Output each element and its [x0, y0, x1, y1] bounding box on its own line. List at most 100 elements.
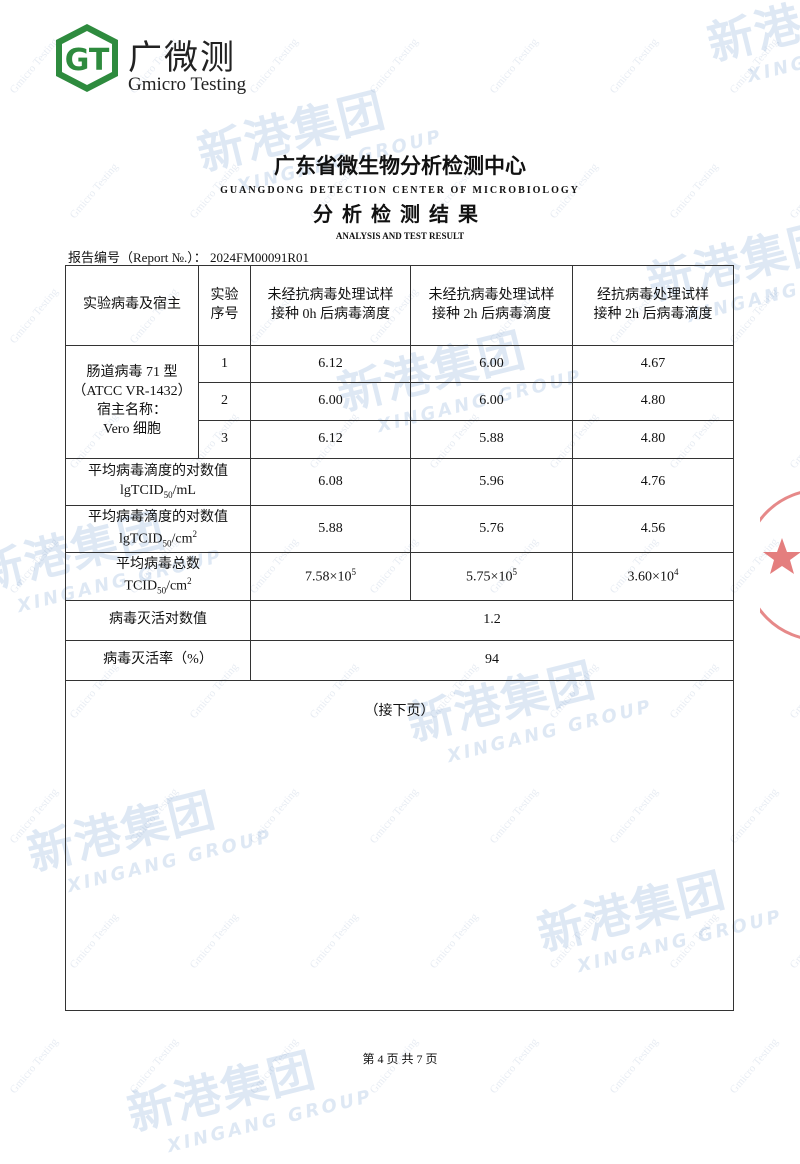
- cell: 6.00: [410, 382, 573, 421]
- logo-name: 广微测: [128, 38, 236, 78]
- unit-sub: 50: [163, 489, 173, 500]
- result-table: 实验病毒及宿主 实验 序号 未经抗病毒处理试样 接种 0h 后病毒滴度 未经抗病毒处理试样…: [65, 265, 734, 1011]
- watermark-brand: Gmicro Testing: [727, 35, 781, 97]
- continued-row: （接下页）: [65, 680, 734, 1011]
- cell: 7.58×105: [250, 552, 411, 601]
- cell: 5.75×105: [410, 552, 573, 601]
- cell: 5.96: [410, 458, 573, 506]
- watermark-brand: Gmicro Testing: [367, 35, 421, 97]
- inactivation-rate-row: 病毒灭活率（%） 94: [65, 640, 734, 681]
- unit-sub: 50: [162, 538, 172, 549]
- virus-line: 宿主名称：: [97, 403, 167, 418]
- mantissa: 7.58×10: [305, 569, 352, 585]
- header-line: 未经抗病毒处理试样: [267, 287, 394, 303]
- seal: [760, 491, 800, 639]
- watermark-brand: Gmicro Testing: [787, 911, 800, 972]
- header-line: 实验: [210, 287, 239, 303]
- watermark-brand: Gmicro Testing: [7, 285, 61, 347]
- cell: 6.12: [250, 420, 411, 459]
- cell: 94: [250, 640, 734, 681]
- exponent: 5: [512, 566, 517, 577]
- mean-ml-row: 平均病毒滴度的对数值 lgTCID50/mL 6.08 5.96 4.76: [65, 458, 734, 506]
- header-cell: 未经抗病毒处理试样 接种 0h 后病毒滴度: [250, 265, 411, 346]
- cell: 4.80: [572, 420, 734, 459]
- cell: 5.88: [410, 420, 573, 459]
- cell: 3.60×104: [572, 552, 734, 601]
- header-line: 序号: [210, 306, 239, 322]
- label: 平均病毒滴度的对数值: [88, 464, 228, 480]
- watermark-brand: Gmicro Testing: [727, 785, 781, 847]
- report-label: 报告编号（Report №.）：: [68, 250, 207, 265]
- logo-inner: [62, 31, 112, 85]
- label-cell: 平均病毒总数 TCID50/cm2: [65, 552, 251, 601]
- label-cell: 病毒灭活对数值: [65, 600, 251, 641]
- unit-part: /cm: [171, 531, 193, 547]
- watermark-text: 新港集团: [122, 1042, 322, 1142]
- seal-star: [763, 538, 800, 574]
- unit-sup: 2: [192, 528, 198, 539]
- data-row: 肠道病毒 71 型 （ATCC VR-1432） 宿主名称： Vero 细胞 1…: [65, 345, 734, 459]
- data-row: 3 6.12 5.88 4.80: [66, 420, 734, 459]
- cell: 6.08: [250, 458, 411, 506]
- logo-subtitle: Gmicro Testing: [128, 74, 247, 95]
- virus-line: Vero 细胞: [103, 421, 161, 437]
- footer: 第 4 页 共 7 页: [362, 1052, 438, 1066]
- continued: （接下页）: [364, 704, 435, 719]
- mean-cm2-row: 平均病毒滴度的对数值 lgTCID50/cm2 5.88 5.76 4.56: [65, 505, 734, 553]
- label-cell: 平均病毒滴度的对数值 lgTCID50/mL: [65, 458, 251, 506]
- watermark-brand: Gmicro Testing: [7, 535, 61, 597]
- header-line: 接种 0h 后病毒滴度: [271, 306, 390, 322]
- header-line: 经抗病毒处理试样: [597, 287, 709, 303]
- watermark-brand: Gmicro Testing: [7, 785, 61, 847]
- watermark-brand: Gmicro Testing: [787, 411, 800, 472]
- unit: lgTCID50/mL: [70, 482, 246, 501]
- cell: 6.00: [410, 345, 573, 383]
- continued-cell: （接下页）: [65, 680, 734, 1011]
- unit-part: lgTCID: [118, 531, 163, 547]
- virus-line: （ATCC VR-1432）: [72, 384, 192, 400]
- unit-sub: 50: [157, 585, 167, 596]
- exponent: 5: [351, 566, 356, 577]
- subtitle-en: ANALYSIS AND TEST RESULT: [335, 231, 465, 241]
- report-value: 2024FM00091R01: [210, 250, 310, 265]
- title-en: GUANGDONG DETECTION CENTER OF MICROBIOLO…: [220, 185, 580, 196]
- header-cell: 实验病毒及宿主: [65, 265, 199, 346]
- cell: 6.00: [250, 382, 411, 421]
- header-line: 接种 2h 后病毒滴度: [593, 306, 713, 322]
- unit-sup: 2: [187, 576, 192, 587]
- watermark-text: 新港集团: [702, 0, 800, 72]
- cell: 6.12: [250, 345, 411, 383]
- total-row: 平均病毒总数 TCID50/cm2 7.58×105 5.75×105 3.60×…: [65, 552, 734, 601]
- label-cell: 平均病毒滴度的对数值 lgTCID50/cm2: [65, 505, 251, 553]
- virus-cell: 肠道病毒 71 型 （ATCC VR-1432） 宿主名称： Vero 细胞: [65, 345, 199, 459]
- exponent: 4: [673, 566, 679, 577]
- header-line: 未经抗病毒处理试样: [428, 287, 555, 303]
- inactivation-log-row: 病毒灭活对数值 1.2: [65, 600, 734, 641]
- cell: 1: [198, 345, 251, 383]
- header-cell: 经抗病毒处理试样 接种 2h 后病毒滴度: [572, 265, 734, 346]
- cell: 4.76: [572, 458, 734, 506]
- watermark-brand: Gmicro Testing: [727, 285, 781, 347]
- virus-line: 肠道病毒 71 型: [86, 365, 178, 381]
- header-cell: 未经抗病毒处理试样 接种 2h 后病毒滴度: [410, 265, 573, 346]
- logo-mark: GT: [65, 43, 110, 78]
- watermark-text-en: XINGANG GROUP: [745, 16, 800, 88]
- subtitle: 分析检测结果: [313, 202, 487, 226]
- mantissa: 5.75×10: [466, 569, 513, 585]
- label: 平均病毒滴度的对数值: [88, 509, 228, 525]
- watermark-text-en: XINGANG GROUP: [165, 1085, 376, 1158]
- cell: 5.88: [250, 505, 411, 553]
- watermark-brand: Gmicro Testing: [787, 661, 800, 722]
- data-row: 2 6.00 6.00 4.80: [66, 382, 734, 421]
- header-line: 实验病毒及宿主: [83, 297, 181, 313]
- header-row: 实验病毒及宿主 实验 序号 未经抗病毒处理试样 接种 0h 后病毒滴度 未经抗病毒处理试样…: [65, 265, 734, 346]
- unit-part: TCID: [124, 578, 158, 594]
- unit: TCID50/cm2: [70, 575, 246, 597]
- mantissa: 3.60×10: [627, 569, 674, 585]
- title: 广东省微生物分析检测中心: [274, 154, 526, 178]
- label-cell: 病毒灭活率（%）: [65, 640, 251, 681]
- watermark-brand: Gmicro Testing: [607, 35, 661, 97]
- report-number: 报告编号（Report №.）： 2024FM00091R01: [68, 247, 309, 266]
